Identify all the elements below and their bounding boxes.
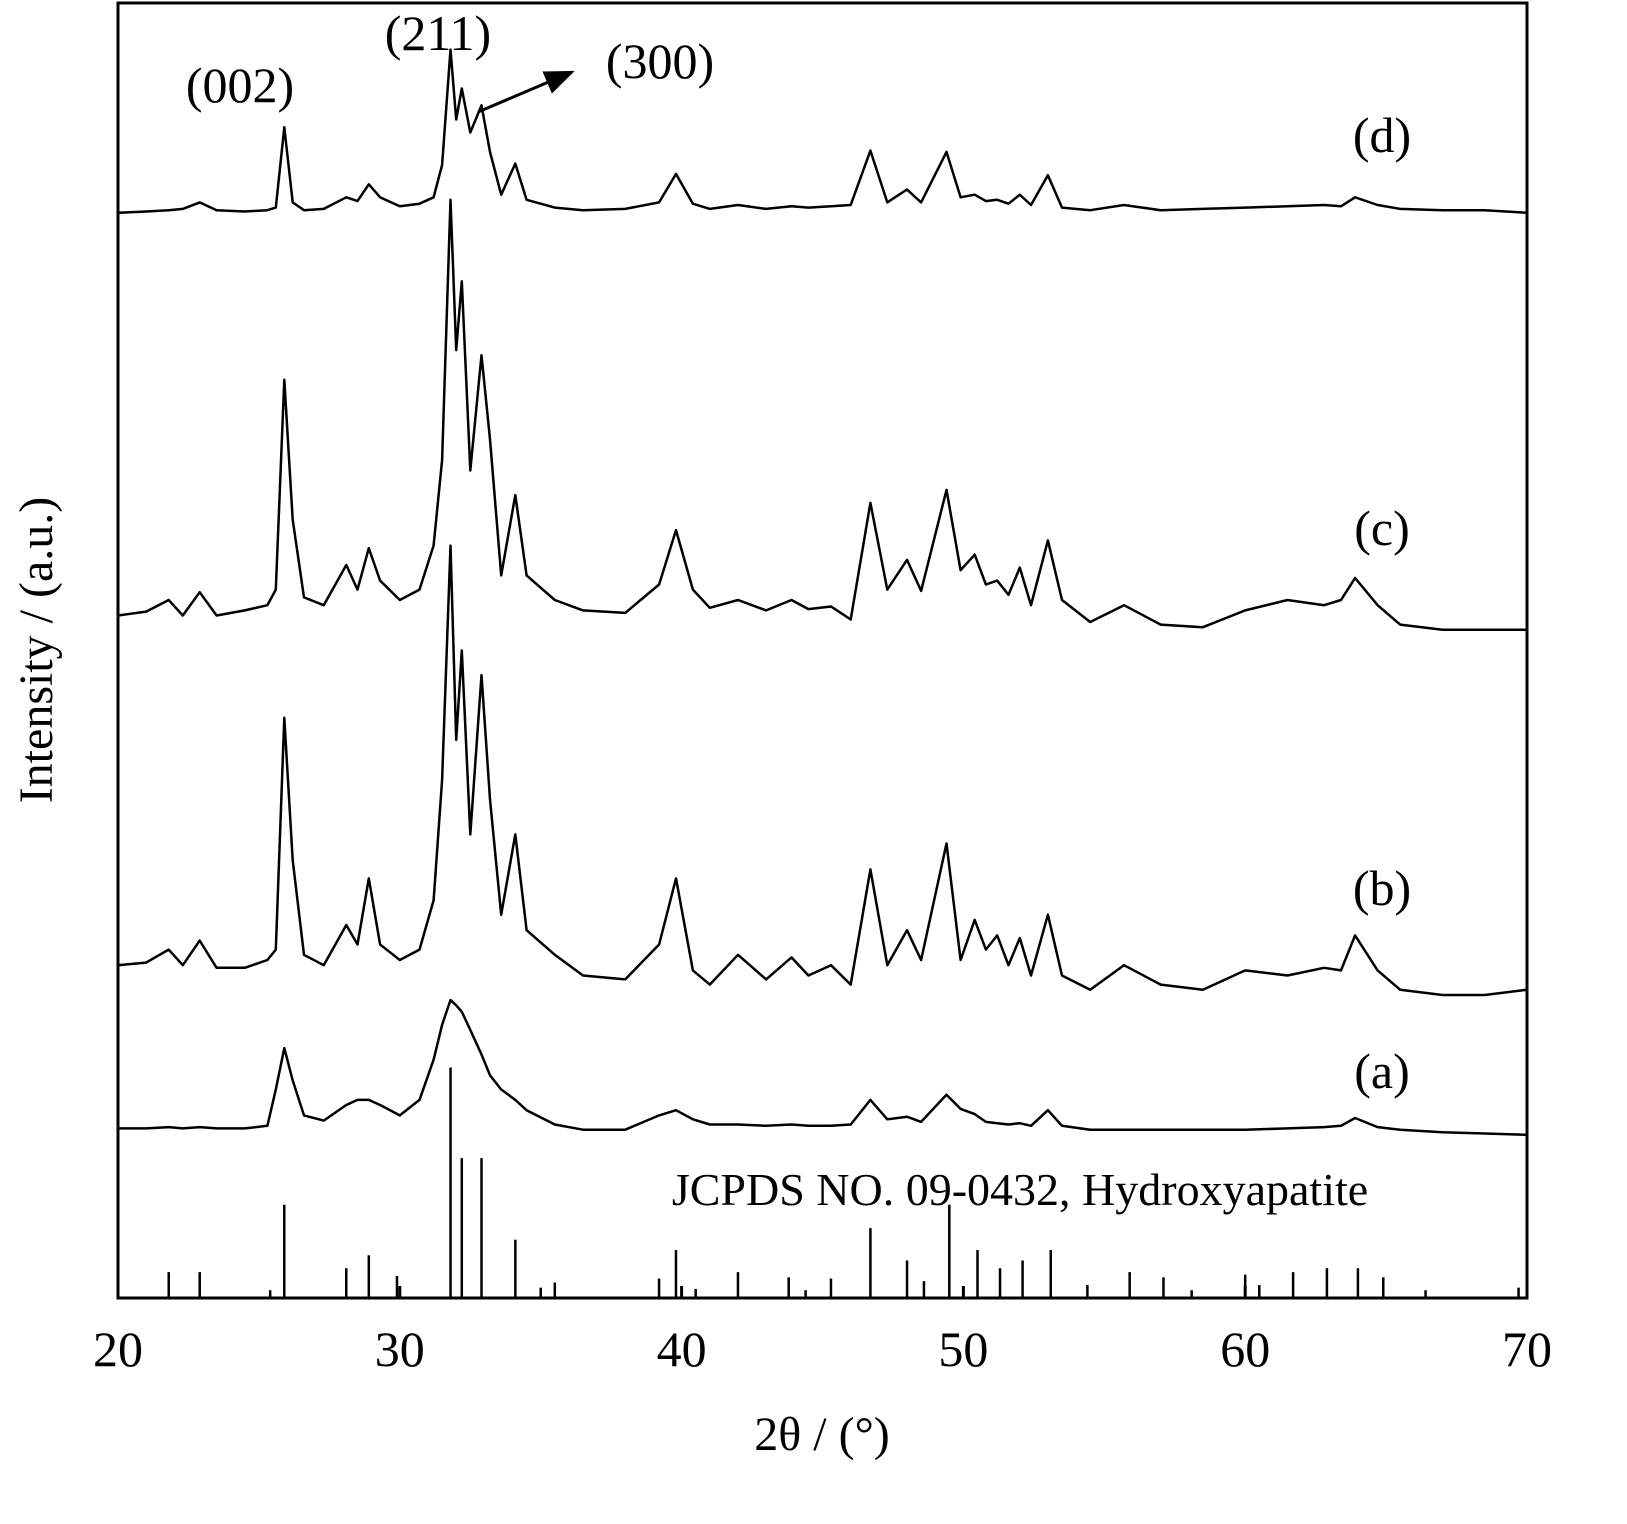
x-tick-label: 30 bbox=[375, 1321, 425, 1377]
peak-annotation: (300) bbox=[606, 33, 714, 89]
curve-label: (d) bbox=[1353, 107, 1411, 163]
curve-label: (c) bbox=[1354, 500, 1410, 556]
curve-label: (a) bbox=[1354, 1043, 1410, 1099]
peak-annotation: (002) bbox=[186, 57, 294, 113]
x-tick-label: 50 bbox=[938, 1321, 988, 1377]
x-tick-label: 40 bbox=[657, 1321, 707, 1377]
plot-frame bbox=[116, 1, 1529, 1300]
xrd-curve bbox=[117, 544, 1528, 997]
annotation-arrow bbox=[477, 70, 575, 114]
x-tick-label: 70 bbox=[1502, 1321, 1552, 1377]
xrd-curve bbox=[117, 48, 1528, 215]
x-tick-label: 20 bbox=[93, 1321, 143, 1377]
curve-label: (b) bbox=[1353, 860, 1411, 916]
x-tick-label: 60 bbox=[1220, 1321, 1270, 1377]
y-axis-label: Intensity / (a.u.) bbox=[10, 497, 63, 804]
xrd-curve bbox=[118, 998, 1528, 1137]
xrd-curve bbox=[117, 198, 1527, 632]
x-axis-label: 2θ / (°) bbox=[754, 1408, 890, 1461]
peak-annotation: (211) bbox=[385, 5, 491, 61]
reference-label: JCPDS NO. 09-0432, Hydroxyapatite bbox=[672, 1164, 1368, 1215]
